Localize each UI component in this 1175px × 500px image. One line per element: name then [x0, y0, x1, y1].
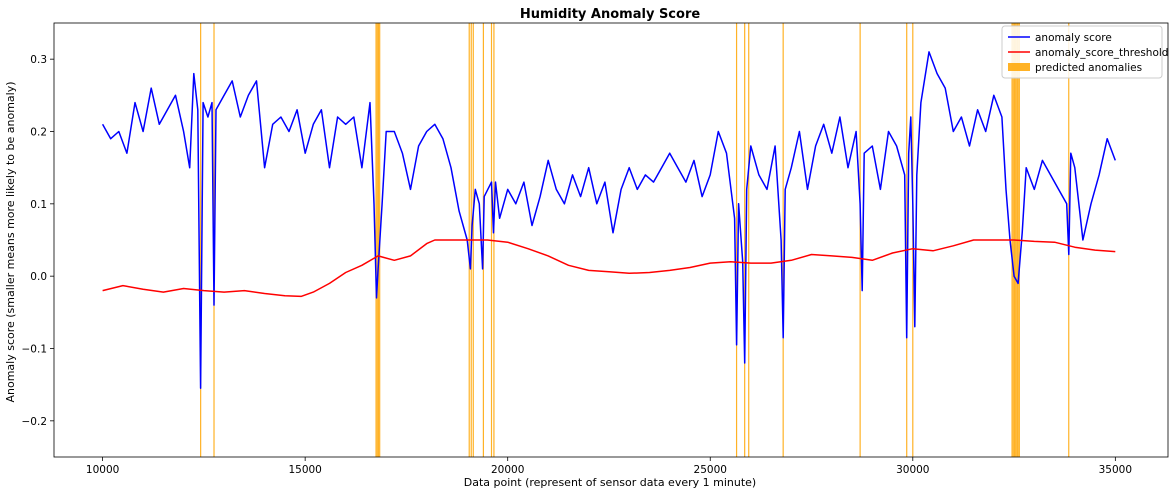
- predicted-anomaly-band: [376, 23, 378, 457]
- axes-layer: 10000 15000 20000 25000 30000 35000 −0.2 −0.1 0.…: [22, 22, 1169, 476]
- x-tick-label: 35000: [1099, 464, 1132, 476]
- x-tick-label: 25000: [694, 464, 727, 476]
- predicted-anomaly-band: [906, 23, 908, 457]
- y-tick-label: 0.2: [30, 127, 47, 139]
- threshold-line: [102, 239, 1116, 298]
- anomaly-score-line: [101, 51, 1117, 390]
- predicted-anomaly-band: [748, 23, 750, 457]
- legend-swatch-predicted-anomalies: [1008, 63, 1030, 71]
- series-layer: [101, 51, 1117, 390]
- predicted-anomaly-band: [782, 23, 784, 457]
- legend-label-predicted-anomalies: predicted anomalies: [1035, 62, 1142, 74]
- legend: anomaly score anomaly_score_threshold pr…: [1001, 25, 1168, 79]
- predicted-anomaly-band: [744, 23, 746, 457]
- predicted-anomaly-band: [375, 23, 377, 457]
- predicted-anomaly-band: [377, 23, 380, 457]
- predicted-anomaly-band: [735, 23, 738, 457]
- predicted-anomaly-band: [200, 23, 202, 457]
- y-tick-label: 0.3: [30, 54, 47, 66]
- x-tick-label: 30000: [896, 464, 929, 476]
- x-tick-label: 15000: [288, 464, 321, 476]
- y-axis-label: Anomaly score (smaller means more likely…: [4, 81, 17, 402]
- y-tick-label: −0.1: [22, 344, 48, 356]
- legend-frame: [1001, 25, 1163, 79]
- y-tick-label: 0.0: [30, 271, 47, 283]
- predicted-anomaly-band: [859, 23, 861, 457]
- x-tick-label: 20000: [491, 464, 524, 476]
- x-axis-label: Data point (represent of sensor data eve…: [464, 476, 756, 489]
- plot-frame: [53, 22, 1169, 458]
- anomaly-band-layer: [200, 23, 1070, 457]
- x-tick-label: 10000: [86, 464, 119, 476]
- y-tick-label: 0.1: [30, 199, 47, 211]
- legend-label-anomaly-score: anomaly score: [1035, 32, 1112, 44]
- y-tick-label: −0.2: [22, 416, 48, 428]
- chart-title: Humidity Anomaly Score: [520, 7, 701, 22]
- legend-label-threshold: anomaly_score_threshold: [1035, 47, 1168, 59]
